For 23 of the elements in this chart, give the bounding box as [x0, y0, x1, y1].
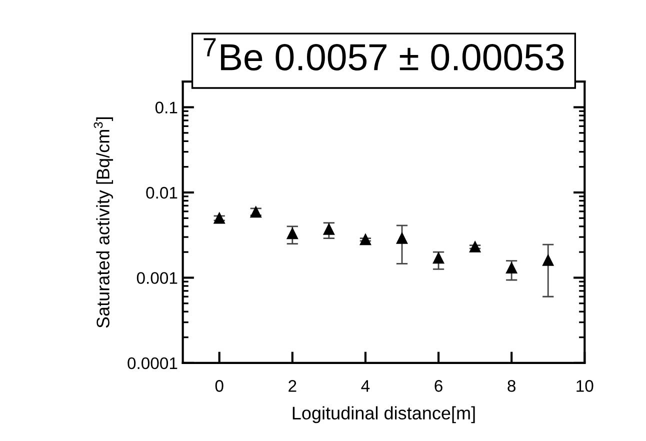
point	[250, 206, 262, 218]
point	[396, 232, 408, 244]
y-tick-label: 0.001	[136, 272, 178, 284]
y-axis-title: Saturated activity [Bq/cm$^{3}$]	[94, 117, 114, 328]
y-tick-label: 0.1	[155, 102, 178, 114]
x-tick-label: 6	[434, 380, 442, 392]
x-axis-title: Logitudinal distance[m]	[292, 406, 475, 424]
point	[432, 252, 444, 264]
x-tick-label: 4	[361, 380, 370, 392]
x-tick-label: 0	[215, 380, 224, 392]
point	[542, 254, 554, 266]
point	[323, 224, 334, 235]
x-tick-label: 10	[576, 380, 594, 392]
chart-title: $^{7}$Be 0.0057 ± 0.00053	[204, 38, 564, 71]
y-tick-label: 0.0001	[128, 357, 178, 370]
point	[469, 241, 481, 252]
x-tick-label: 2	[288, 380, 296, 392]
point	[360, 234, 372, 246]
point	[506, 262, 518, 274]
y-tick-label: 0.01	[146, 186, 178, 199]
point	[286, 228, 298, 240]
x-tick-label: 8	[508, 380, 516, 392]
point	[214, 212, 225, 224]
